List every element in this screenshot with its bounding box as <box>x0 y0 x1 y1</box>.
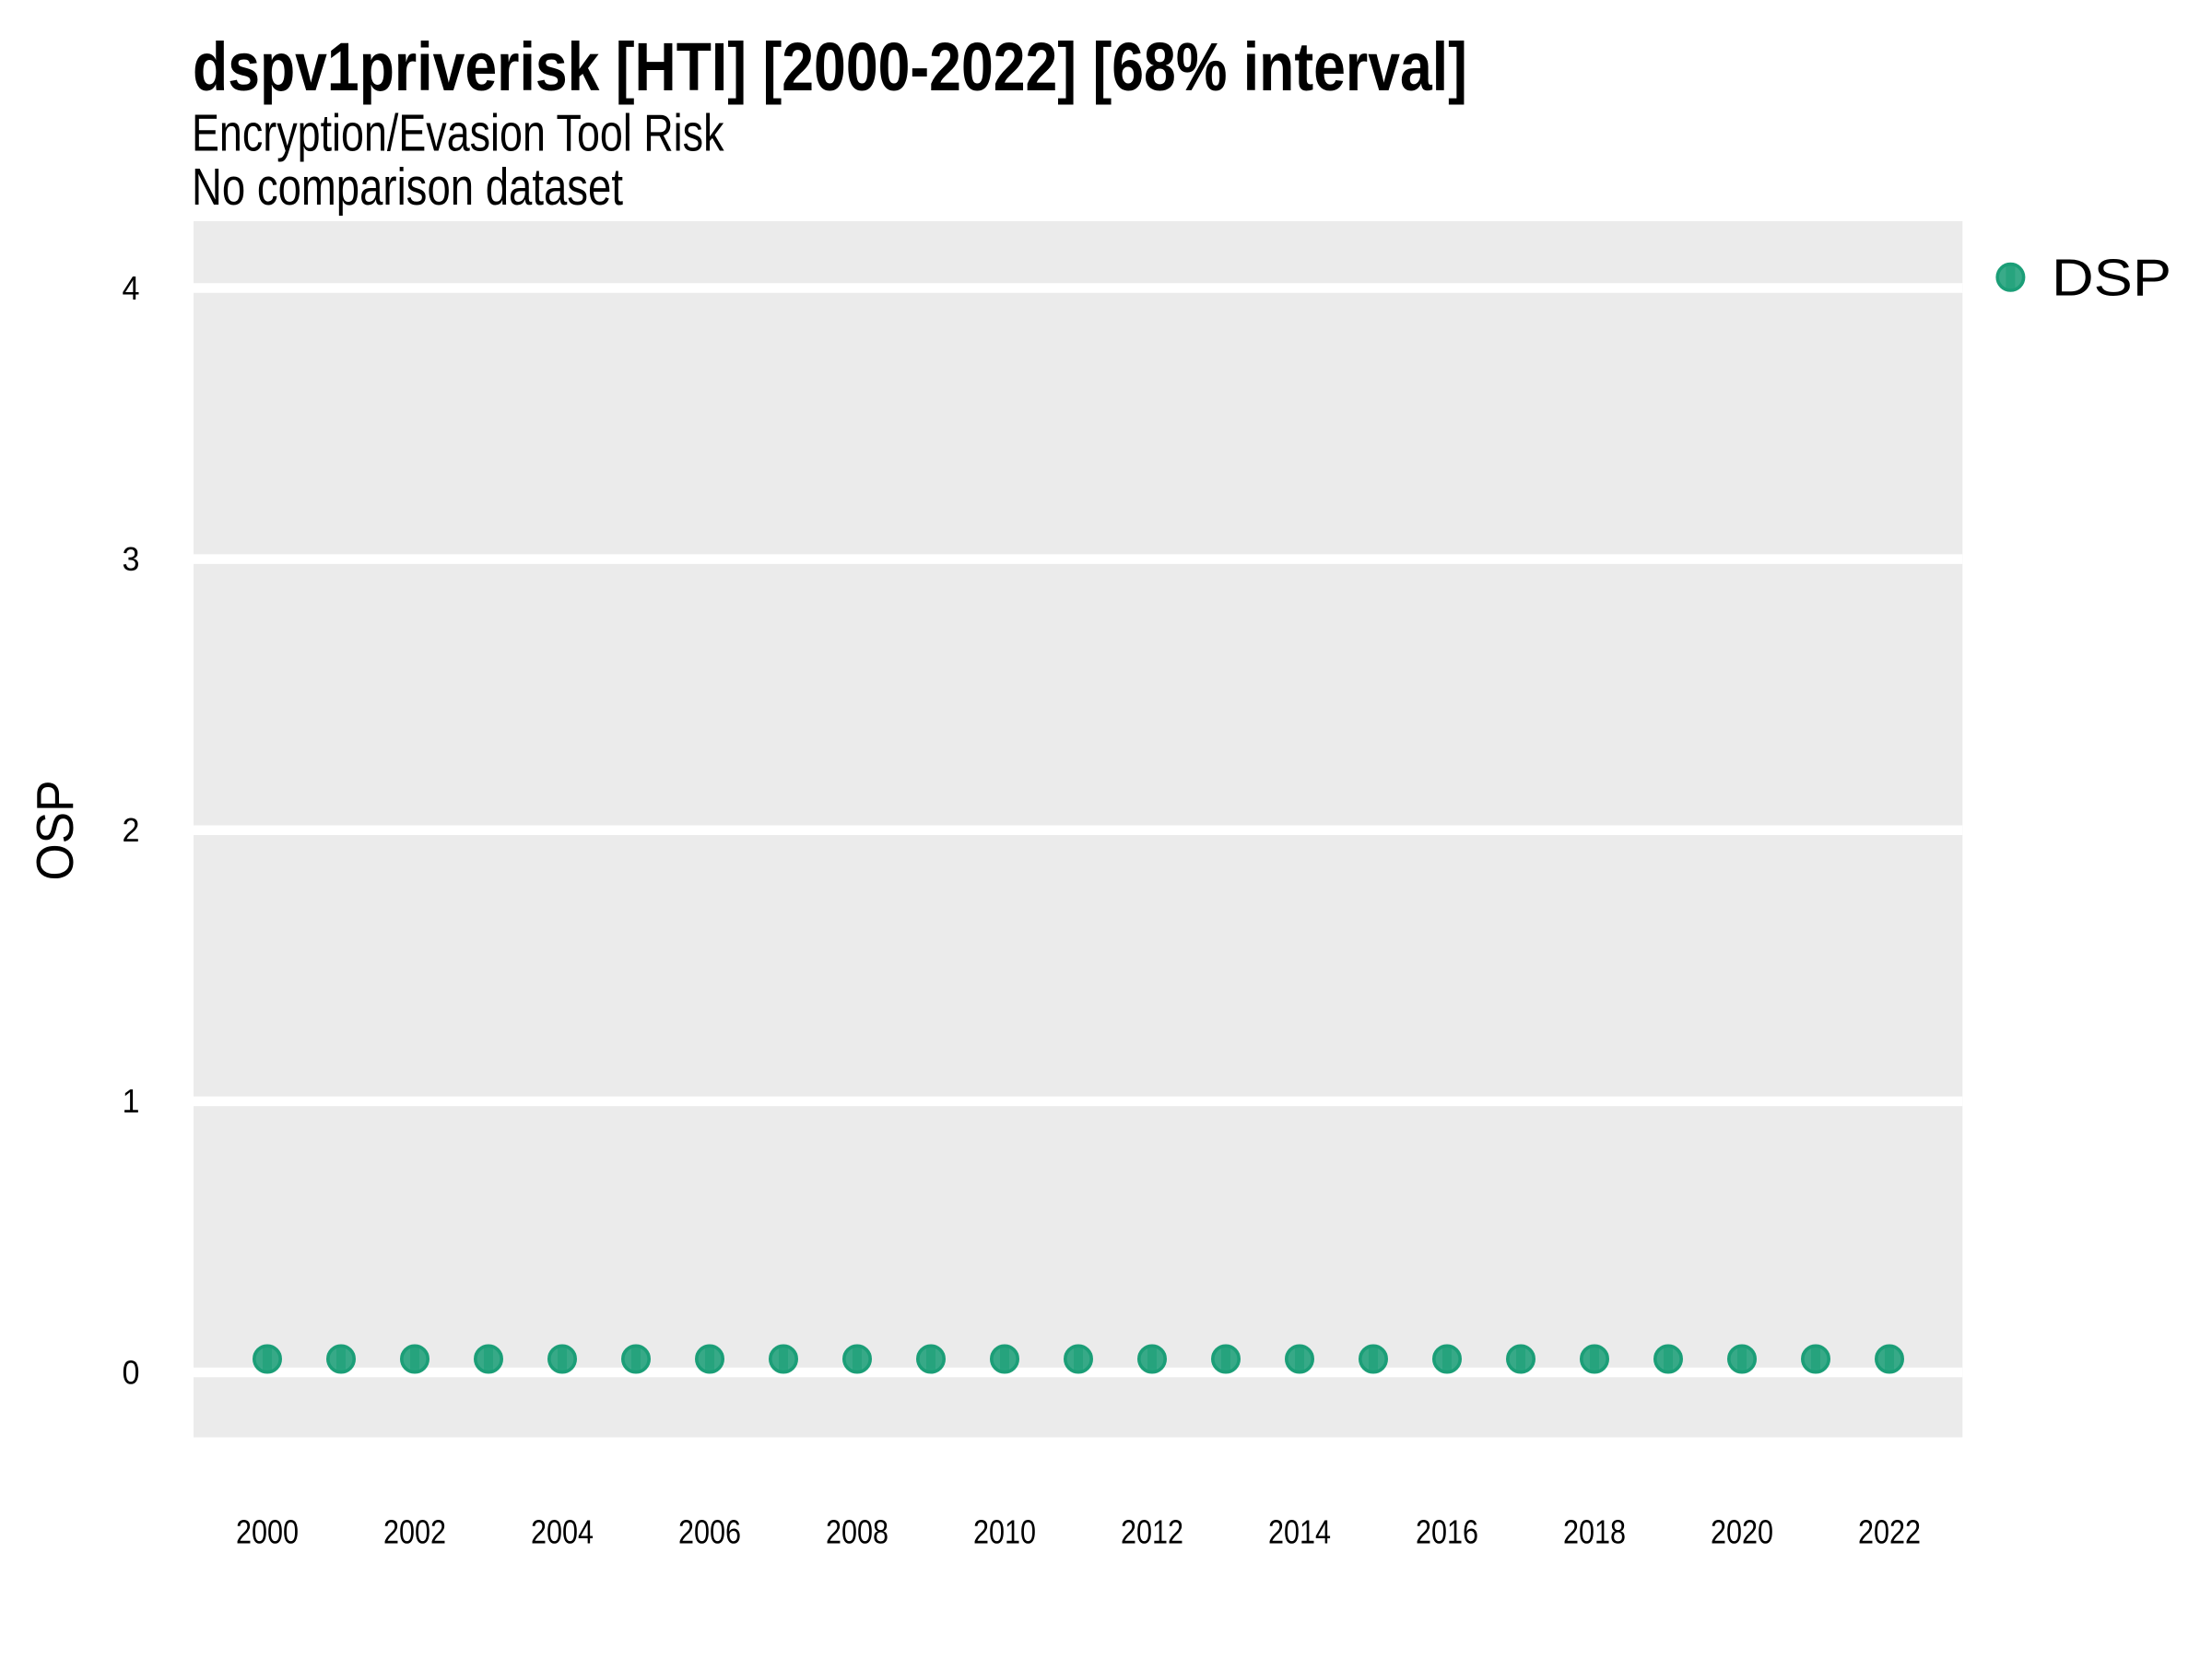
svg-text:2006: 2006 <box>678 1513 741 1551</box>
svg-text:dspv1priverisk [HTI] [2000-202: dspv1priverisk [HTI] [2000-2022] [68% in… <box>193 29 1467 105</box>
svg-text:2014: 2014 <box>1268 1513 1331 1551</box>
svg-text:Encryption/Evasion Tool Risk: Encryption/Evasion Tool Risk <box>192 104 724 163</box>
svg-text:2012: 2012 <box>1121 1513 1183 1551</box>
svg-text:2016: 2016 <box>1416 1513 1478 1551</box>
svg-text:2000: 2000 <box>236 1513 299 1551</box>
svg-text:2008: 2008 <box>826 1513 888 1551</box>
svg-text:4: 4 <box>123 270 140 307</box>
svg-text:2004: 2004 <box>531 1513 594 1551</box>
svg-text:2010: 2010 <box>973 1513 1036 1551</box>
svg-text:2020: 2020 <box>1711 1513 1773 1551</box>
svg-text:2022: 2022 <box>1858 1513 1921 1551</box>
svg-text:No comparison dataset: No comparison dataset <box>192 158 623 217</box>
svg-text:1: 1 <box>123 1083 140 1120</box>
svg-text:0: 0 <box>123 1354 140 1391</box>
svg-text:3: 3 <box>123 541 140 578</box>
svg-text:2: 2 <box>123 812 140 849</box>
svg-text:OSP: OSP <box>26 781 85 881</box>
svg-text:2018: 2018 <box>1563 1513 1626 1551</box>
svg-text:2002: 2002 <box>383 1513 446 1551</box>
svg-text:DSP: DSP <box>2052 249 2171 307</box>
